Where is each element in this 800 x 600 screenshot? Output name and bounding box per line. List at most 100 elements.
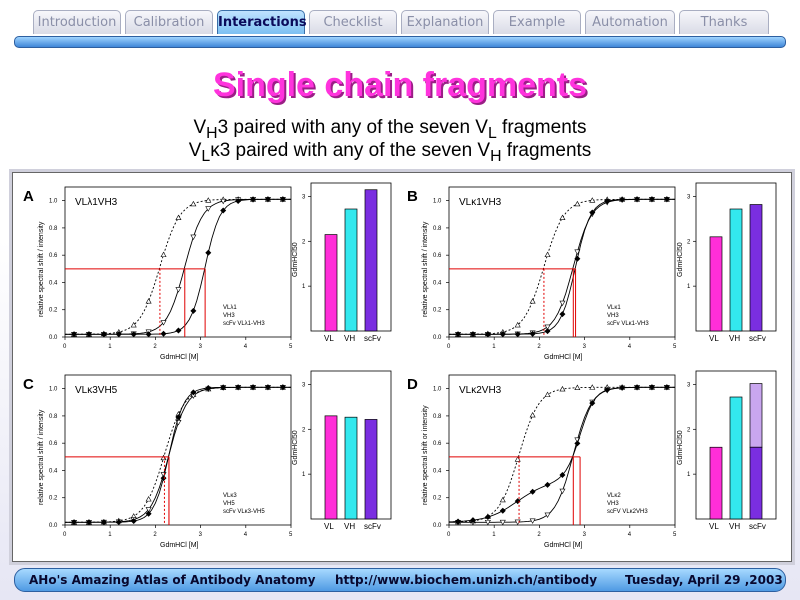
panel-d-point-vl	[514, 456, 521, 462]
panel-c-bar-ylabel: GdmHCl50	[292, 430, 299, 465]
panel-c-letter: C	[23, 376, 34, 393]
panel-b-ylabel: relative spectral shift / intensity	[422, 221, 429, 317]
panel-c-point-scfv	[175, 414, 182, 421]
subtitle-line-1: VH3 paired with any of the seven VL frag…	[0, 117, 780, 143]
tab-thanks[interactable]: Thanks	[679, 10, 769, 34]
panel-b-point-scfv	[514, 331, 521, 338]
panel-d-point-vl	[499, 496, 506, 503]
panel-a-point-scfv	[250, 196, 257, 203]
panel-b-legend-item: scFv VLκ1-VH3	[607, 321, 649, 327]
panel-c-point-scfv	[279, 384, 286, 391]
subtitle-2-part-a: V	[188, 140, 202, 161]
panel-d-bar-ylabel: GdmHCl50	[677, 430, 684, 465]
panel-a-point-scfv	[160, 330, 167, 337]
panel-b-ytick-label: 1.0	[433, 199, 442, 205]
panel-d-bar-scfv	[749, 446, 763, 520]
figure-svg: A 0 1 2 3 4 5 0.0 0.2 0.4 0.6 0.8 1.0 GdmHCl [M] relat…	[23, 182, 777, 549]
panel-d-point-scfv	[529, 488, 536, 495]
panel-b-point-vl	[574, 200, 581, 207]
panel-b-point-vl	[529, 298, 536, 304]
panel-c-ytick-label: 0.0	[49, 523, 58, 529]
panel-b-bar-label-scfv: scFv	[749, 334, 766, 343]
panel-c-point-scfv	[250, 384, 257, 391]
footer-url[interactable]: http://www.biochem.unizh.ch/antibody	[335, 573, 598, 587]
panel-c-ytick-label: 0.2	[49, 496, 58, 502]
panel-d-bar-label-vl: VL	[709, 522, 719, 531]
panel-b-xtick-label: 5	[673, 344, 677, 350]
panel-a-point-scfv	[264, 196, 271, 203]
panel-d-bar-label-vh: VH	[729, 522, 740, 531]
tab-example[interactable]: Example	[493, 10, 581, 34]
panel-d-point-vl	[574, 384, 581, 390]
subtitle-2-sub-a: L	[201, 147, 211, 165]
panel-d-legend-item: VH3	[607, 501, 619, 507]
panel-c-point-vh	[145, 507, 152, 513]
panel-d-curve-vl	[449, 386, 675, 523]
panel-d-point-vh	[529, 518, 536, 524]
panel-d-point-scfv	[514, 498, 521, 505]
panel-a-point-vh	[205, 206, 212, 212]
panel-d-bar-ytick-label: 2	[687, 427, 691, 433]
subtitle-2-part-c: fragments	[501, 140, 592, 161]
panel-a-point-vh	[220, 198, 227, 205]
panel-b-point-scfv	[619, 196, 626, 203]
panel-a-point-vl	[175, 214, 182, 220]
panel-b-xtick-label: 4	[628, 344, 632, 350]
panel-a-bar-label-vl: VL	[324, 334, 334, 343]
tab-checklist[interactable]: Checklist	[309, 10, 397, 34]
panel-a-ytick-label: 0.2	[49, 308, 58, 314]
panel-d-bar-vl	[709, 446, 723, 520]
panel-c-legend-item: VLκ3	[223, 493, 237, 499]
panel-c-ylabel: relative spectral shift / intensity	[38, 409, 45, 505]
panel-a-point-scfv	[205, 249, 212, 256]
subtitle-1-part-b: 3 paired with any of the seven V	[217, 117, 488, 138]
panel-c-curve-scfv	[65, 386, 291, 523]
panel-d-point-vl	[544, 391, 551, 398]
panel-a-point-scfv	[190, 307, 197, 314]
panel-b-bar-ytick-label: 2	[687, 239, 691, 245]
tab-explanation[interactable]: Explanation	[401, 10, 489, 34]
panel-a-legend-item: scFv VLλ1-VH3	[223, 321, 265, 327]
panel-c-bar-vh	[344, 416, 358, 520]
panel-a-bar-vl	[324, 234, 338, 332]
panel-c-point-scfv	[235, 384, 242, 391]
panel-a-ytick-label: 0.6	[49, 253, 58, 259]
panel-c-bar-ytick-label: 2	[302, 427, 306, 433]
panel-b-bar-label-vl: VL	[709, 334, 719, 343]
tab-introduction[interactable]: Introduction	[33, 10, 121, 34]
panel-b-point-scfv	[604, 198, 611, 205]
panel-c-point-scfv	[71, 519, 78, 526]
panel-a-xtick-label: 4	[244, 344, 248, 350]
panel-a-ytick-label: 0.0	[49, 335, 58, 341]
panel-b-legend-item: VLκ1	[607, 305, 621, 311]
panel-c-xtick-label: 4	[244, 532, 248, 538]
panel-b-point-scfv	[589, 209, 596, 216]
subtitle-1-sub-a: H	[206, 124, 218, 142]
panel-b-point-vh	[544, 324, 551, 331]
panel-c-xtick-label: 5	[289, 532, 293, 538]
panel-a-point-scfv	[85, 331, 92, 338]
panel-b-point-vh	[559, 300, 566, 307]
panel-b-point-scfv	[634, 196, 641, 203]
figure-panel: A 0 1 2 3 4 5 0.0 0.2 0.4 0.6 0.8 1.0 GdmHCl [M] relat…	[12, 172, 792, 562]
panel-d-point-vh	[484, 519, 491, 526]
tab-calibration[interactable]: Calibration	[125, 10, 213, 34]
subtitle-2-part-b: κ3 paired with any of the seven V	[210, 140, 491, 161]
tab-automation[interactable]: Automation	[585, 10, 675, 34]
panel-c-point-scfv	[220, 384, 227, 391]
panel-a-point-vh	[175, 287, 182, 293]
tab-interactions[interactable]: Interactions	[217, 10, 307, 34]
panel-d-ytick-label: 0.2	[433, 496, 442, 502]
panel-c-point-scfv	[160, 475, 167, 482]
panel-d-curve-vh	[449, 386, 675, 523]
panel-d-point-scfv	[663, 384, 670, 391]
panel-b-point-vl	[559, 214, 566, 220]
panel-d-point-vl	[559, 385, 566, 392]
panel-a-ytick-label: 1.0	[49, 199, 58, 205]
panel-a-point-vl	[190, 200, 197, 207]
footer-date: Tuesday, April 29 ,2003	[625, 573, 783, 587]
panel-b-point-scfv	[499, 331, 506, 338]
tab-bar: Introduction Calibration Interactions Check…	[33, 10, 773, 36]
panel-d-bar-scfv-upper	[749, 383, 763, 448]
panel-a-bar-ytick-label: 1	[302, 284, 306, 290]
